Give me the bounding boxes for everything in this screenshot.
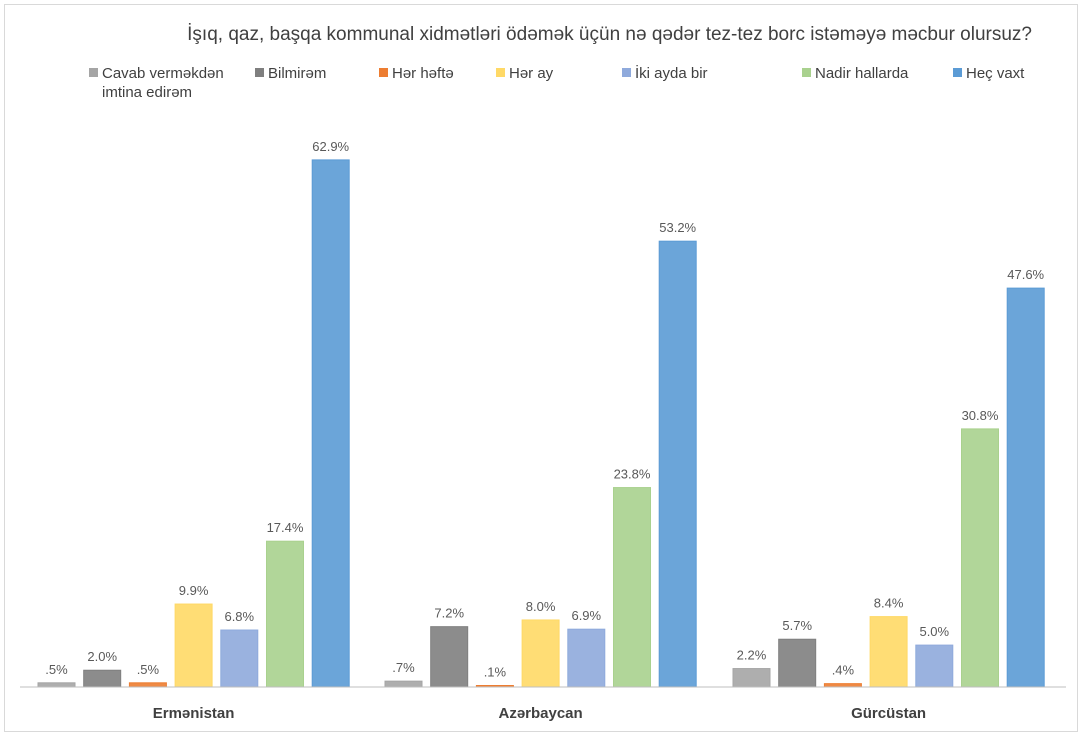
legend-swatch bbox=[255, 68, 264, 77]
data-label: 5.0% bbox=[919, 624, 949, 639]
category-label: Ermənistan bbox=[153, 705, 235, 722]
data-label: 53.2% bbox=[659, 220, 696, 235]
bar bbox=[521, 619, 560, 688]
legend-label: Hər həftə bbox=[392, 65, 454, 82]
bar bbox=[384, 680, 423, 688]
legend: Cavab verməkdən imtina edirəm Bilmirəm Hər … bbox=[89, 64, 1025, 101]
bar bbox=[869, 616, 908, 688]
data-label: .5% bbox=[137, 662, 160, 677]
data-label: 30.8% bbox=[962, 408, 999, 423]
chart-frame bbox=[4, 4, 1078, 732]
data-label: 2.0% bbox=[87, 649, 117, 664]
legend-label: Bilmirəm bbox=[268, 65, 326, 82]
legend-label: Nadir hallarda bbox=[815, 65, 909, 82]
data-label: .7% bbox=[392, 660, 415, 675]
data-label: .5% bbox=[45, 662, 68, 677]
legend-swatch bbox=[496, 68, 505, 77]
data-label: 8.0% bbox=[526, 599, 556, 614]
data-label: 8.4% bbox=[874, 596, 904, 611]
legend-label: Hər ay bbox=[509, 65, 554, 82]
category-label: Azərbaycan bbox=[498, 705, 582, 722]
legend-label: imtina edirəm bbox=[102, 84, 192, 101]
legend-swatch bbox=[89, 68, 98, 77]
bar bbox=[732, 668, 771, 688]
bar bbox=[430, 626, 469, 688]
legend-label: İki ayda bir bbox=[635, 64, 708, 82]
bar bbox=[220, 629, 259, 688]
bar bbox=[128, 682, 167, 688]
bar bbox=[778, 638, 817, 688]
bar bbox=[1006, 287, 1045, 688]
category-labels-group: Ermənistan Azərbaycan Gürcüstan bbox=[153, 705, 926, 722]
data-label: .1% bbox=[484, 665, 507, 680]
data-label: 23.8% bbox=[614, 467, 651, 482]
data-label: 5.7% bbox=[782, 618, 812, 633]
legend-swatch bbox=[802, 68, 811, 77]
bar bbox=[915, 644, 954, 688]
data-label: 7.2% bbox=[434, 606, 464, 621]
legend-label: Cavab verməkdən bbox=[102, 65, 224, 82]
data-label: 47.6% bbox=[1007, 267, 1044, 282]
chart-title: İşıq, qaz, başqa kommunal xidmətləri ödə… bbox=[187, 24, 1032, 45]
bar bbox=[823, 683, 862, 688]
data-label: 17.4% bbox=[267, 520, 304, 535]
bar bbox=[567, 628, 606, 688]
data-label: 6.9% bbox=[571, 608, 601, 623]
legend-label: Heç vaxt bbox=[966, 65, 1025, 82]
bar bbox=[613, 487, 651, 688]
bar bbox=[961, 428, 999, 688]
legend-swatch bbox=[953, 68, 962, 77]
legend-swatch bbox=[379, 68, 388, 77]
value-labels-group: .5% 2.0% .5% 9.9% 6.8% 17.4% 62.9% .7% 7.2% .1% 8.… bbox=[45, 139, 1044, 680]
data-label: .4% bbox=[832, 663, 855, 678]
bars-group bbox=[37, 159, 1045, 688]
bar bbox=[266, 540, 304, 688]
data-label: 6.8% bbox=[224, 609, 254, 624]
data-label: 9.9% bbox=[179, 583, 209, 598]
category-label: Gürcüstan bbox=[851, 705, 926, 722]
legend-swatch bbox=[622, 68, 631, 77]
bar bbox=[174, 603, 213, 688]
bar bbox=[83, 669, 122, 688]
bar bbox=[658, 240, 697, 688]
data-label: 62.9% bbox=[312, 139, 349, 154]
data-label: 2.2% bbox=[737, 648, 767, 663]
bar bbox=[311, 159, 350, 688]
bar bbox=[37, 682, 76, 688]
